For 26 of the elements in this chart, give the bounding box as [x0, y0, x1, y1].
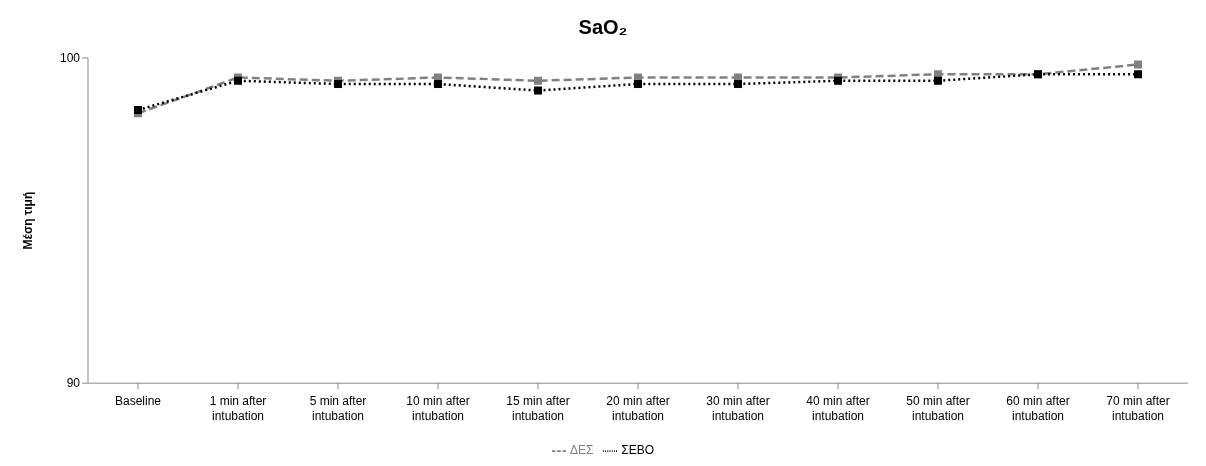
x-tick-label: 30 min after intubation [706, 394, 770, 424]
point [1134, 60, 1142, 69]
point [534, 86, 542, 95]
point [434, 80, 442, 89]
point [634, 80, 642, 89]
point [1134, 70, 1142, 79]
x-tick-label: 5 min after intubation [309, 394, 367, 424]
y-tick-label: 100 [59, 51, 81, 66]
x-tick-label: 70 min after intubation [1106, 394, 1170, 424]
x-tick-label: 20 min after intubation [606, 394, 670, 424]
chart-title: SaO₂ [578, 16, 628, 38]
point [934, 76, 942, 85]
x-tick-label: 50 min after intubation [906, 394, 970, 424]
x-tick-label: 10 min after intubation [406, 394, 470, 424]
point [534, 76, 542, 85]
point [734, 80, 742, 89]
x-tick-label: Baseline [114, 394, 162, 409]
y-tick-label: 90 [66, 376, 81, 391]
x-tick-label: 15 min after intubation [506, 394, 570, 424]
x-tick-label: 40 min after intubation [806, 394, 870, 424]
legend-label: ΔΕΣ [569, 443, 594, 458]
y-axis-title: Μέση τιμή [21, 191, 36, 250]
point [334, 80, 342, 89]
legend-label: ΣΕΒΟ [621, 443, 655, 458]
x-tick-label: 1 min after intubation [209, 394, 267, 424]
x-tick-label: 60 min after intubation [1006, 394, 1070, 424]
